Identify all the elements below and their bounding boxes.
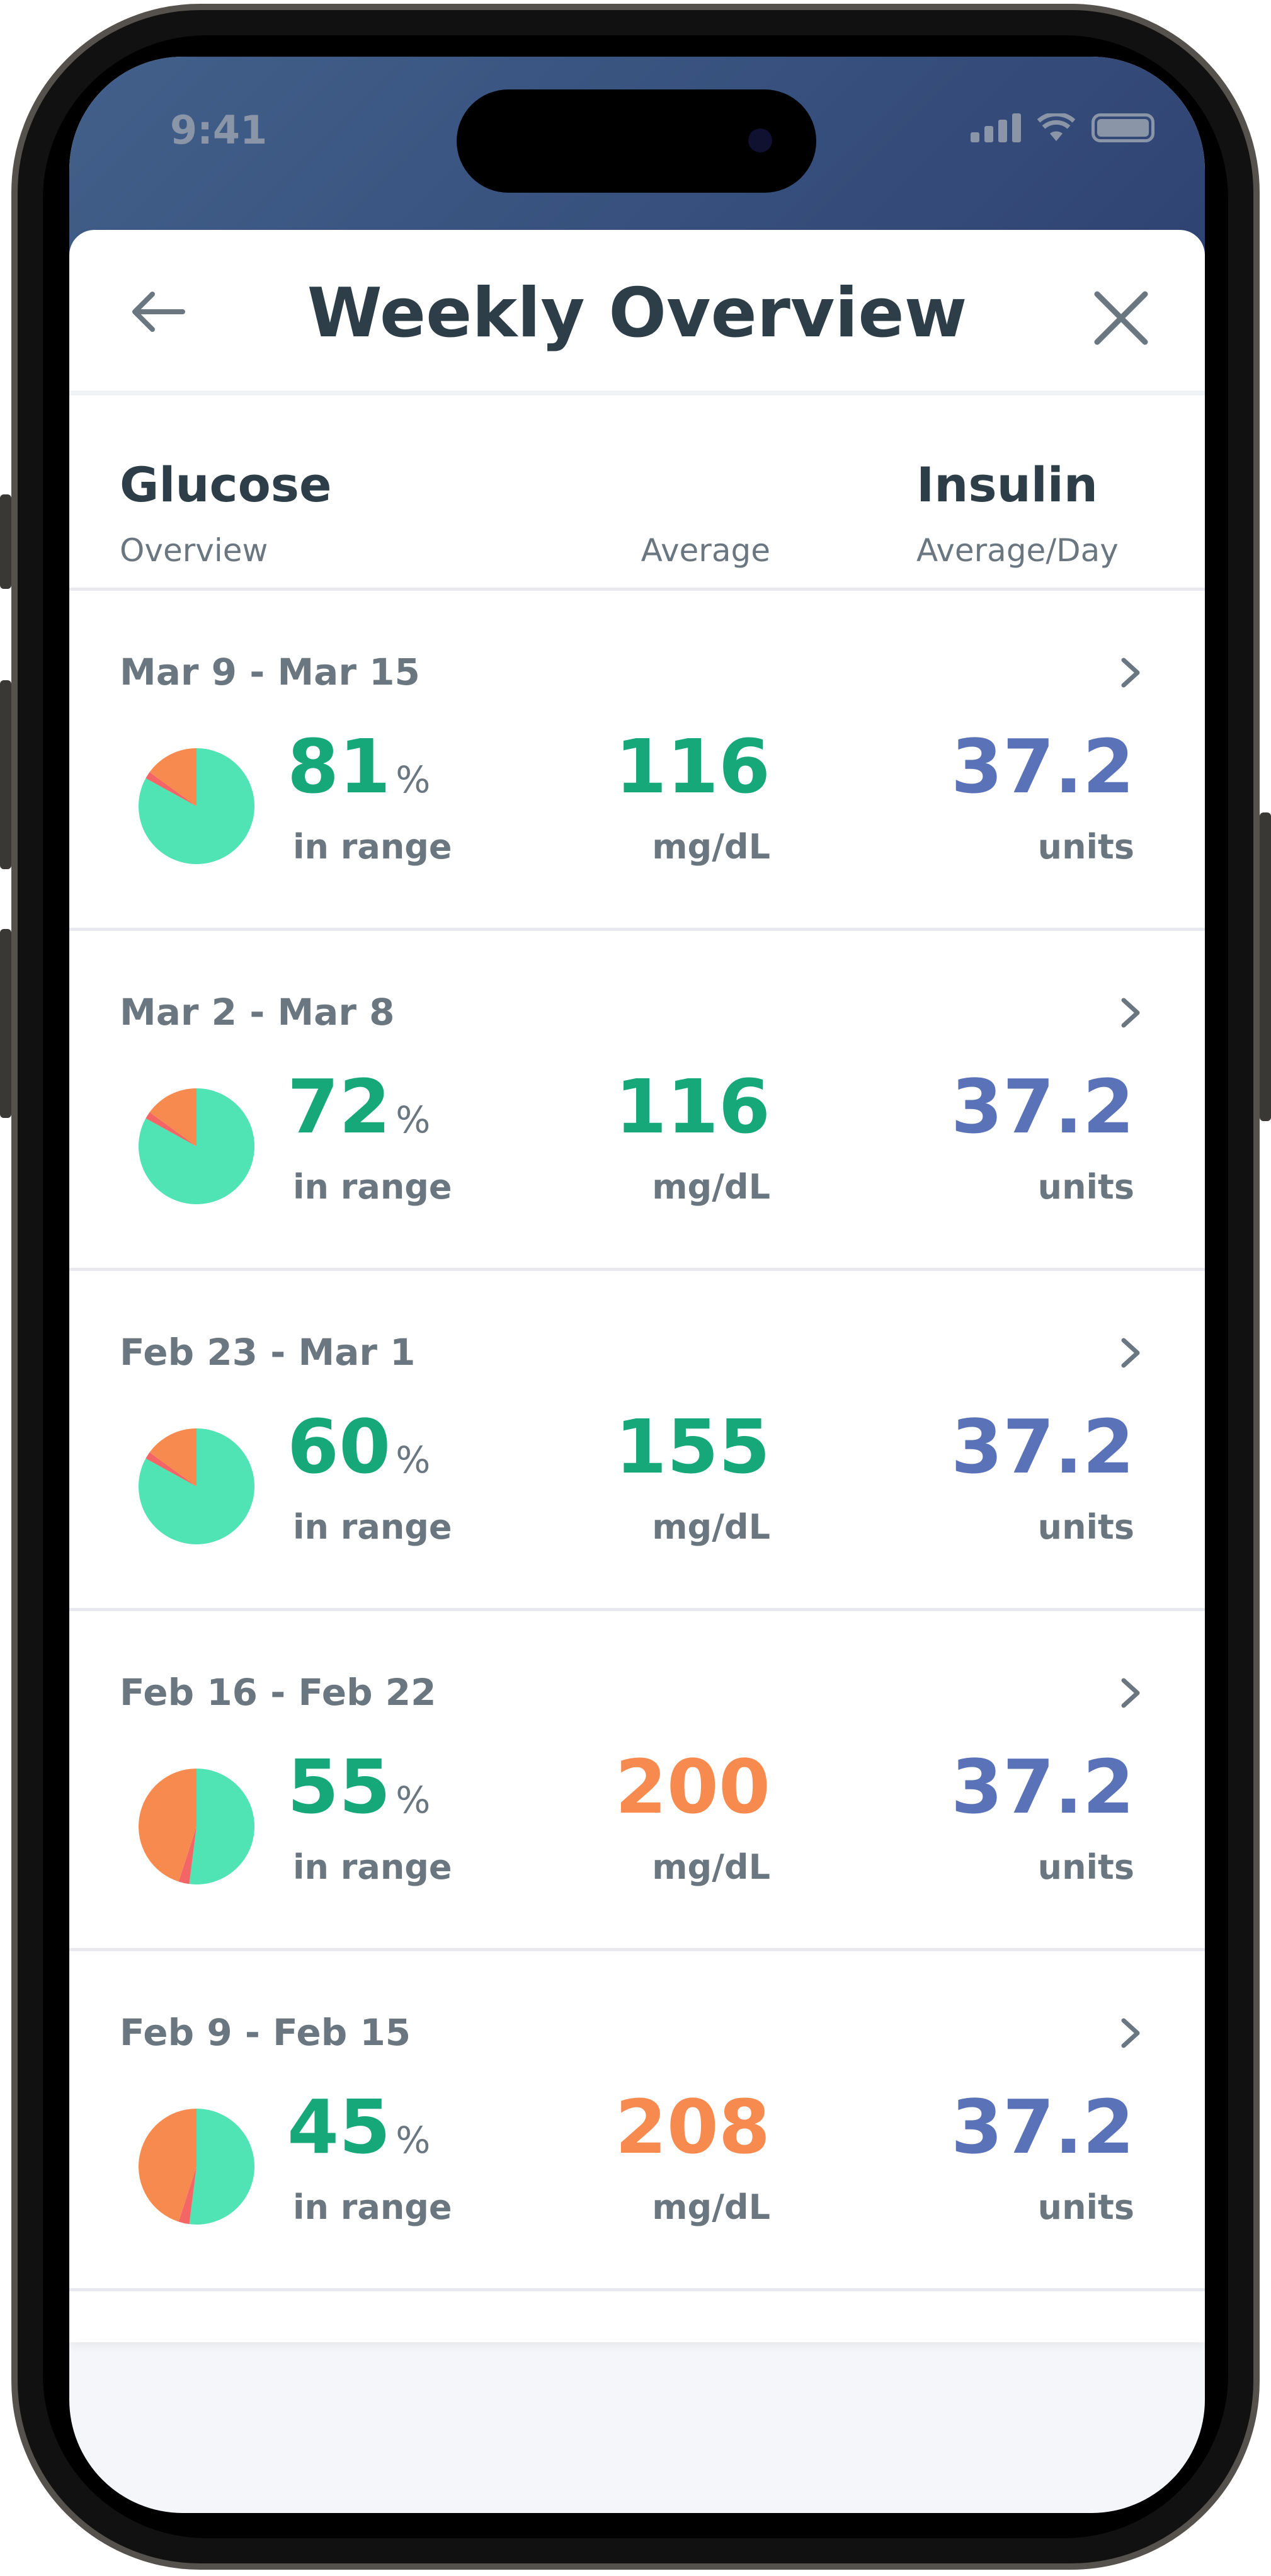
insulin-average-unit: units [1037,1507,1134,1547]
in-range-value: 45 [287,2083,391,2170]
time-in-range-pie [139,748,254,864]
screen: 9:41 Weekly Overview Glucose Overview Av… [69,57,1205,2513]
battery-icon [1091,113,1154,142]
chevron-right-icon[interactable] [1115,654,1146,692]
pie-slice-high [139,2109,197,2222]
percent-symbol: % [396,1779,431,1821]
insulin-average-value: 37.2 [950,1743,1134,1830]
time-in-range-pie [139,1769,254,1884]
glucose-average-value: 116 [615,1063,770,1150]
in-range-value: 72 [287,1063,391,1150]
glucose-average-unit: mg/dL [652,2187,770,2227]
glucose-average-unit: mg/dL [652,827,770,867]
week-date-range: Feb 9 - Feb 15 [120,2011,411,2054]
glucose-average-unit: mg/dL [652,1167,770,1207]
volume-up-button [0,680,11,869]
in-range-label: in range [293,1847,452,1887]
nav-bar: Weekly Overview [69,230,1205,396]
pie-slice-in-range [189,1769,254,1884]
in-range-percent: 45% [287,2083,430,2170]
glucose-average-value: 155 [615,1403,770,1490]
power-button [1260,812,1271,1121]
percent-symbol: % [396,1098,431,1141]
glucose-average-unit: mg/dL [652,1507,770,1547]
chevron-right-icon[interactable] [1115,1674,1146,1712]
week-date-range: Feb 16 - Feb 22 [120,1671,436,1714]
in-range-label: in range [293,1167,452,1207]
glucose-average-unit: mg/dL [652,1847,770,1887]
time-in-range-pie [139,1088,254,1204]
week-row[interactable]: Mar 2 - Mar 8 72% in range 116 mg/dL 37.2 unit… [69,931,1205,1271]
pie-slice-high [149,1428,197,1486]
pie-slice-low [178,2167,197,2225]
week-row[interactable]: Feb 16 - Feb 22 55% in range 200 mg/dL 37.2 un… [69,1611,1205,1951]
chevron-right-icon[interactable] [1115,1334,1146,1372]
in-range-label: in range [293,2187,452,2227]
status-time: 9:41 [170,107,268,153]
week-row[interactable]: Mar 9 - Mar 15 81% in range 116 mg/dL 37.2 uni… [69,591,1205,931]
page-title: Weekly Overview [307,274,967,353]
percent-symbol: % [396,2119,431,2162]
insulin-subheader: Average/Day [916,532,1119,569]
pie-slice-in-range [189,2109,254,2225]
insulin-header: Insulin [916,457,1098,513]
column-headers: Glucose Overview Average Insulin Average… [69,390,1205,591]
insulin-average-value: 37.2 [950,723,1134,810]
pie-slice-low [178,1827,197,1884]
in-range-value: 60 [287,1403,391,1490]
insulin-average-unit: units [1037,2187,1134,2227]
pie-slice-high [149,1088,197,1146]
pie-slice-high [149,748,197,806]
pie-slice-low [145,1452,197,1486]
camera-icon [748,128,772,152]
in-range-label: in range [293,1507,452,1547]
glucose-subheader: Overview [120,532,268,569]
pie-slice-low [145,1112,197,1146]
time-in-range-pie [139,1428,254,1544]
week-row[interactable]: Feb 23 - Mar 1 60% in range 155 mg/dL 37.2 uni… [69,1271,1205,1611]
week-date-range: Feb 23 - Mar 1 [120,1331,416,1374]
action-button [0,494,11,589]
average-subheader: Average [641,532,770,569]
glucose-header: Glucose [120,457,332,513]
pie-slice-low [145,772,197,806]
time-in-range-pie [139,2109,254,2225]
insulin-average-value: 37.2 [950,2083,1134,2170]
insulin-average-value: 37.2 [950,1063,1134,1150]
arrow-left-icon[interactable] [126,287,189,337]
in-range-percent: 72% [287,1063,430,1150]
percent-symbol: % [396,758,431,801]
weekly-overview-sheet: Weekly Overview Glucose Overview Average… [69,230,1205,2342]
pie-slice-high [139,1769,197,1882]
signal-icon [971,113,1021,142]
chevron-right-icon[interactable] [1115,994,1146,1032]
week-row[interactable]: Feb 9 - Feb 15 45% in range 208 mg/dL 37.2 uni… [69,1951,1205,2291]
dynamic-island [457,89,816,193]
glucose-average-value: 200 [615,1743,770,1830]
wifi-icon [1037,113,1075,141]
week-date-range: Mar 9 - Mar 15 [120,651,420,693]
insulin-average-unit: units [1037,1167,1134,1207]
week-date-range: Mar 2 - Mar 8 [120,991,395,1034]
insulin-average-value: 37.2 [950,1403,1134,1490]
in-range-value: 55 [287,1743,391,1830]
in-range-percent: 55% [287,1743,430,1830]
in-range-value: 81 [287,723,391,810]
in-range-percent: 81% [287,723,430,810]
chevron-right-icon[interactable] [1115,2014,1146,2052]
glucose-average-value: 116 [615,723,770,810]
volume-down-button [0,929,11,1118]
insulin-average-unit: units [1037,1847,1134,1887]
close-icon[interactable] [1090,287,1153,350]
in-range-percent: 60% [287,1403,430,1490]
percent-symbol: % [396,1439,431,1481]
glucose-average-value: 208 [615,2083,770,2170]
insulin-average-unit: units [1037,827,1134,867]
in-range-label: in range [293,827,452,867]
